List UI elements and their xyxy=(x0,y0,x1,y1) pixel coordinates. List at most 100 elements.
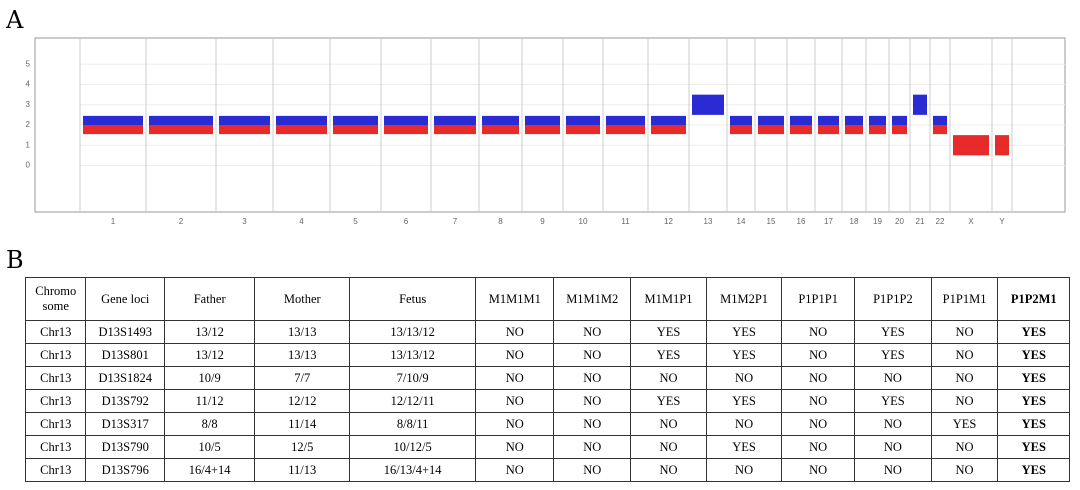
y-tick-label: 2 xyxy=(26,120,31,129)
x-tick-label: 9 xyxy=(540,217,545,226)
copy-number-band xyxy=(892,125,907,135)
copy-number-band xyxy=(276,115,327,125)
table-cell: NO xyxy=(475,343,555,367)
table-cell: NO xyxy=(781,458,856,482)
copy-number-band xyxy=(651,115,686,125)
copy-number-band xyxy=(933,125,947,135)
copy-number-band xyxy=(730,115,752,125)
table-cell: 11/12 xyxy=(163,389,256,413)
copy-number-band xyxy=(219,115,270,125)
copy-number-band xyxy=(525,125,560,135)
copy-number-band xyxy=(525,115,560,125)
table-cell: 7/7 xyxy=(254,366,351,390)
table-row: Chr13 D13S801 13/12 13/13 13/13/12 NO NO YES YES… xyxy=(24,343,1070,367)
copy-number-band xyxy=(149,115,213,125)
table-cell: YES xyxy=(997,389,1070,413)
table-cell: D13S790 xyxy=(85,435,165,459)
table-cell: YES xyxy=(997,366,1070,390)
x-tick-label: 13 xyxy=(704,217,713,226)
table-cell: NO xyxy=(553,389,632,413)
table-cell: NO xyxy=(706,366,783,390)
x-tick-label: 5 xyxy=(353,217,358,226)
table-cell: NO xyxy=(475,412,555,436)
table-cell: YES xyxy=(997,458,1070,482)
table-cell: D13S317 xyxy=(85,412,165,436)
table-cell: 11/13 xyxy=(254,458,351,482)
table-cell: YES xyxy=(930,412,999,436)
copy-number-band xyxy=(869,115,886,125)
copy-number-band xyxy=(869,125,886,135)
x-tick-label: 20 xyxy=(895,217,904,226)
x-tick-label: 16 xyxy=(797,217,806,226)
table-cell: 13/13/12 xyxy=(349,320,477,344)
y-tick-label: 1 xyxy=(26,140,31,149)
copy-number-band xyxy=(933,115,947,125)
x-tick-label: 6 xyxy=(404,217,409,226)
table-cell: YES xyxy=(854,343,932,367)
table-cell: NO xyxy=(781,320,856,344)
copy-number-band xyxy=(434,125,476,135)
y-tick-label: 0 xyxy=(26,161,31,170)
copy-number-band xyxy=(818,115,839,125)
y-tick-label: 5 xyxy=(26,59,31,68)
table-cell: D13S1824 xyxy=(85,366,165,390)
table-cell: YES xyxy=(854,389,932,413)
table-cell: M1M1M1 xyxy=(475,277,555,321)
table-cell: NO xyxy=(930,366,999,390)
table-row: Chr13 D13S317 8/8 11/14 8/8/11 NO NO NO NO NO NO YE… xyxy=(24,412,1070,436)
table-cell: P1P1P2 xyxy=(854,277,932,321)
table-cell: Chr13 xyxy=(24,366,87,390)
table-cell: 16/4+14 xyxy=(163,458,256,482)
table-cell: 13/13 xyxy=(254,320,351,344)
table-cell: 11/14 xyxy=(254,412,351,436)
table-cell: Chr13 xyxy=(24,412,87,436)
table-cell: NO xyxy=(630,458,708,482)
table-cell: NO xyxy=(781,412,856,436)
copy-number-band xyxy=(333,125,378,135)
table-cell: YES xyxy=(706,320,783,344)
table-row: Chromo some Gene loci Father Mother Fetus M1M… xyxy=(24,277,1070,321)
table-cell: 10/9 xyxy=(163,366,256,390)
x-tick-label: 11 xyxy=(621,217,630,226)
table-cell: YES xyxy=(997,320,1070,344)
table-cell: NO xyxy=(781,435,856,459)
table-cell: Chromo some xyxy=(24,277,87,321)
table-cell: M1M1M2 xyxy=(553,277,632,321)
table-cell: YES xyxy=(630,389,708,413)
copy-number-band xyxy=(692,94,724,115)
x-tick-label: 2 xyxy=(179,217,184,226)
copy-number-band xyxy=(333,115,378,125)
table-cell: NO xyxy=(930,389,999,413)
table-cell: NO xyxy=(475,389,555,413)
x-tick-label: Y xyxy=(999,217,1005,226)
table-cell: M1M2P1 xyxy=(706,277,783,321)
copy-number-band xyxy=(384,115,428,125)
copy-number-band xyxy=(83,125,143,135)
copy-number-band xyxy=(149,125,213,135)
table-cell: P1P1P1 xyxy=(781,277,856,321)
table-cell: NO xyxy=(781,366,856,390)
table-cell: 7/10/9 xyxy=(349,366,477,390)
copy-number-band xyxy=(845,125,863,135)
table-cell: NO xyxy=(781,343,856,367)
table-cell: NO xyxy=(475,366,555,390)
table-cell: D13S796 xyxy=(85,458,165,482)
x-tick-label: 1 xyxy=(111,217,116,226)
table-cell: NO xyxy=(854,435,932,459)
table-cell: NO xyxy=(706,412,783,436)
copy-number-band xyxy=(892,115,907,125)
table-cell: 8/8/11 xyxy=(349,412,477,436)
table-cell: 13/13/12 xyxy=(349,343,477,367)
x-tick-label: 8 xyxy=(498,217,503,226)
table-cell: NO xyxy=(553,343,632,367)
table-cell: D13S1493 xyxy=(85,320,165,344)
copy-number-band xyxy=(482,125,519,135)
table-cell: YES xyxy=(706,389,783,413)
copy-number-band xyxy=(566,115,600,125)
copy-number-band xyxy=(482,115,519,125)
table-cell: NO xyxy=(553,412,632,436)
table-row: Chr13 D13S1824 10/9 7/7 7/10/9 NO NO NO NO NO NO NO… xyxy=(24,366,1070,390)
table-cell: Father xyxy=(163,277,256,321)
